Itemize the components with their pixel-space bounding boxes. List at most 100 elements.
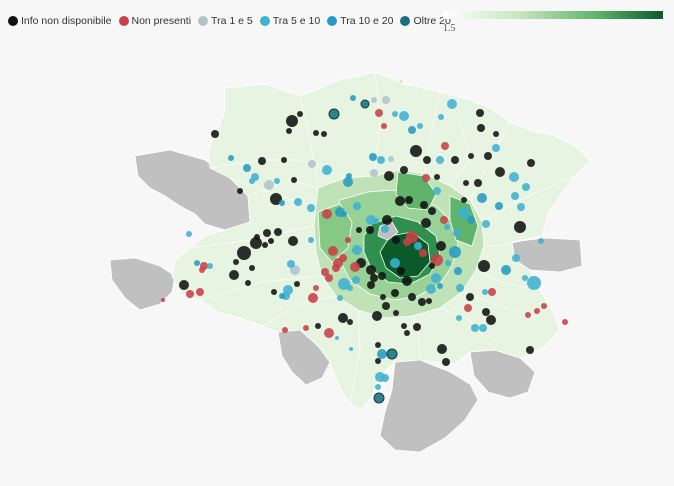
marker-5-10[interactable] <box>207 263 213 269</box>
marker-no-info[interactable] <box>468 153 474 159</box>
marker-no-info[interactable] <box>229 270 239 280</box>
marker-no-info[interactable] <box>288 236 298 246</box>
marker-none[interactable] <box>422 174 430 182</box>
marker-no-info[interactable] <box>338 313 348 323</box>
marker-5-10[interactable] <box>381 374 389 382</box>
marker-5-10[interactable] <box>274 178 280 184</box>
marker-no-info[interactable] <box>495 167 505 177</box>
marker-10-20[interactable] <box>228 155 234 161</box>
marker-5-10[interactable] <box>522 275 528 281</box>
marker-1-5[interactable] <box>370 169 378 177</box>
legend-item-tra-1-e-5[interactable]: Tra 1 e 5 <box>198 15 253 27</box>
marker-no-info[interactable] <box>281 157 287 163</box>
marker-no-info[interactable] <box>211 130 219 138</box>
marker-no-info[interactable] <box>297 111 303 117</box>
marker-no-info[interactable] <box>378 272 386 280</box>
marker-5-10[interactable] <box>458 207 470 219</box>
marker-no-info[interactable] <box>372 311 382 321</box>
marker-5-10[interactable] <box>522 183 530 191</box>
marker-5-10[interactable] <box>186 231 192 237</box>
marker-no-info[interactable] <box>527 159 535 167</box>
marker-none[interactable] <box>541 303 547 309</box>
marker-5-10[interactable] <box>353 202 361 210</box>
marker-no-info[interactable] <box>286 128 292 134</box>
marker-no-info[interactable] <box>249 265 255 271</box>
marker-no-info[interactable] <box>375 358 381 364</box>
marker-5-10[interactable] <box>453 229 461 237</box>
marker-no-info[interactable] <box>514 221 526 233</box>
marker-5-10[interactable] <box>390 258 400 268</box>
marker-10-20[interactable] <box>437 283 443 289</box>
marker-none[interactable] <box>562 319 568 325</box>
marker-no-info[interactable] <box>436 241 446 251</box>
marker-no-info[interactable] <box>233 259 239 265</box>
marker-no-info[interactable] <box>437 344 447 354</box>
marker-none[interactable] <box>332 264 340 272</box>
marker-10-20[interactable] <box>408 126 416 134</box>
marker-no-info[interactable] <box>442 358 450 366</box>
marker-no-info[interactable] <box>395 196 405 206</box>
marker-no-info[interactable] <box>428 207 436 215</box>
marker-5-10[interactable] <box>249 178 255 184</box>
marker-no-info[interactable] <box>291 177 297 183</box>
marker-no-info[interactable] <box>268 238 274 244</box>
marker-none[interactable] <box>303 325 309 331</box>
marker-5-10[interactable] <box>373 218 379 224</box>
marker-no-info[interactable] <box>356 227 362 233</box>
legend-item-tra-10-e-20[interactable]: Tra 10 e 20 <box>327 15 393 27</box>
marker-5-10[interactable] <box>431 273 441 283</box>
marker-10-20[interactable] <box>341 211 347 217</box>
marker-no-info[interactable] <box>392 236 400 244</box>
marker-no-info[interactable] <box>493 131 499 137</box>
marker-no-info[interactable] <box>426 298 432 304</box>
marker-no-info[interactable] <box>313 130 319 136</box>
marker-5-10[interactable] <box>381 225 389 233</box>
marker-no-info[interactable] <box>271 289 277 295</box>
marker-5-10[interactable] <box>335 336 339 340</box>
marker-no-info[interactable] <box>347 319 353 325</box>
marker-10-20[interactable] <box>343 177 353 187</box>
marker-no-info[interactable] <box>380 294 386 300</box>
marker-none[interactable] <box>403 238 411 246</box>
marker-5-10[interactable] <box>392 111 398 117</box>
marker-no-info[interactable] <box>478 260 490 272</box>
marker-5-10[interactable] <box>337 295 343 301</box>
marker-5-10[interactable] <box>482 289 488 295</box>
marker-no-info[interactable] <box>370 274 378 282</box>
marker-none[interactable] <box>324 328 334 338</box>
marker-5-10[interactable] <box>338 278 350 290</box>
marker-10-20[interactable] <box>279 200 285 206</box>
marker-no-info[interactable] <box>429 263 435 269</box>
marker-10-20[interactable] <box>194 260 200 266</box>
marker-no-info[interactable] <box>382 302 390 310</box>
marker-no-info[interactable] <box>486 315 496 325</box>
marker-no-info[interactable] <box>408 293 416 301</box>
marker-10-20[interactable] <box>279 293 285 299</box>
marker-5-10[interactable] <box>471 324 479 332</box>
marker-no-info[interactable] <box>451 156 459 164</box>
marker-5-10[interactable] <box>399 111 409 121</box>
marker-over-20[interactable] <box>328 108 340 120</box>
marker-none[interactable] <box>419 249 427 257</box>
marker-no-info[interactable] <box>315 323 321 329</box>
marker-none[interactable] <box>350 262 360 272</box>
marker-none[interactable] <box>488 288 496 296</box>
marker-no-info[interactable] <box>402 276 412 286</box>
marker-none[interactable] <box>325 274 333 282</box>
marker-1-5[interactable] <box>371 97 377 103</box>
marker-no-info[interactable] <box>413 323 421 331</box>
marker-5-10[interactable] <box>308 237 314 243</box>
marker-5-10[interactable] <box>352 245 362 255</box>
marker-no-info[interactable] <box>263 229 271 237</box>
marker-5-10[interactable] <box>479 324 487 332</box>
marker-no-info[interactable] <box>410 145 422 157</box>
marker-no-info[interactable] <box>477 124 485 132</box>
marker-none[interactable] <box>282 327 288 333</box>
marker-10-20[interactable] <box>243 164 251 172</box>
marker-no-info[interactable] <box>400 166 408 174</box>
marker-no-info[interactable] <box>404 330 410 336</box>
marker-over-20[interactable] <box>386 348 398 360</box>
marker-1-5[interactable] <box>388 156 394 162</box>
marker-no-info[interactable] <box>258 157 266 165</box>
marker-5-10[interactable] <box>375 384 381 390</box>
